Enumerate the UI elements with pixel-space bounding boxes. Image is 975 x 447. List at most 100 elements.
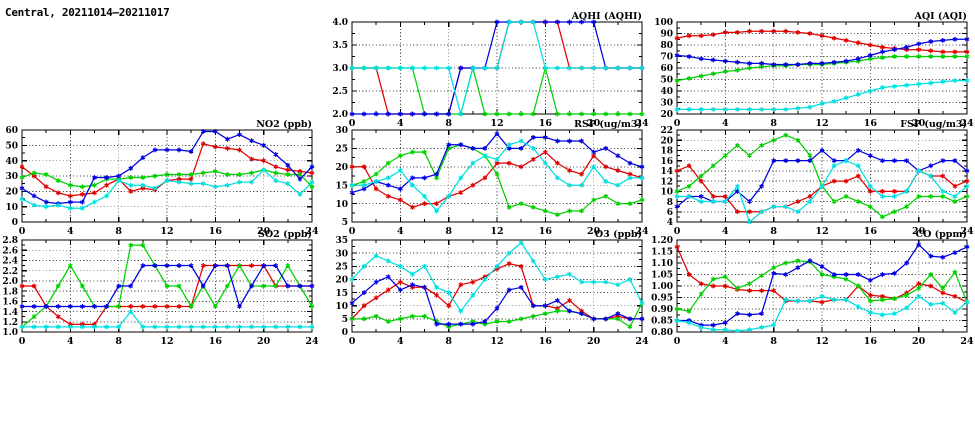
x-axis-tick-label: 8	[770, 226, 777, 237]
x-axis-tick-label: 4	[397, 226, 404, 237]
chart-panel-no2: 0 10 20 30 40 50 60 0 4 8 12 16 20 24 NO2 (ppb)	[0, 116, 332, 246]
y-axis-tick-label: 15	[335, 181, 348, 191]
x-axis-tick-label: 0	[674, 226, 681, 237]
x-axis-tick-label: 4	[397, 118, 404, 129]
x-axis-tick-label: 12	[490, 336, 503, 347]
x-axis-tick-label: 4	[722, 226, 729, 237]
series-day2	[674, 54, 970, 84]
x-axis-tick-label: 20	[912, 118, 926, 129]
series-day4	[19, 167, 315, 211]
series-day3	[19, 129, 315, 206]
x-axis-tick-label: 24	[635, 226, 649, 237]
y-axis-tick-label: 2.0	[2, 277, 18, 287]
y-axis-tick-label: 1.05	[651, 271, 673, 281]
x-axis-tick-label: 0	[349, 336, 356, 347]
x-axis-tick-label: 0	[19, 336, 26, 347]
y-axis-tick-label: 1.00	[651, 282, 673, 292]
x-axis-tick-label: 16	[539, 226, 553, 237]
x-axis-tick-label: 12	[490, 118, 503, 129]
y-axis-tick-label: 1.8	[2, 287, 18, 297]
y-axis-tick-label: 2.6	[2, 246, 18, 256]
y-axis-tick-label: 35	[335, 236, 348, 246]
panel-title-aqi: AQI (AQI)	[914, 11, 967, 22]
x-axis-tick-label: 0	[674, 118, 681, 129]
x-axis-tick-label: 16	[539, 336, 553, 347]
y-axis-tick-label: 30	[335, 126, 348, 136]
x-axis-tick-label: 8	[445, 336, 452, 347]
y-axis-tick-label: 1.0	[2, 328, 18, 338]
y-axis-tick-label: 4.0	[332, 18, 348, 28]
y-axis-tick-label: 5	[342, 218, 348, 228]
y-axis-tick-label: 4	[667, 218, 673, 228]
y-axis-tick-label: 20	[335, 276, 348, 286]
panel-title-o3: O3 (ppb)	[595, 229, 642, 240]
x-axis-tick-label: 4	[722, 336, 729, 347]
y-axis-tick-label: 1.10	[651, 259, 673, 269]
y-axis-tick-label: 10	[660, 188, 673, 198]
y-axis-tick-label: 25	[335, 145, 348, 155]
x-axis-tick-label: 24	[635, 336, 649, 347]
y-axis-tick-label: 15	[335, 289, 348, 299]
series-day4	[674, 293, 970, 334]
x-axis-tick-label: 20	[587, 336, 601, 347]
y-axis-tick-label: 20	[660, 110, 673, 120]
x-axis-tick-label: 16	[864, 226, 878, 237]
panel-title-fsp: FSP (ug/m3)	[900, 119, 967, 130]
x-axis-tick-label: 16	[209, 226, 223, 237]
y-axis-tick-label: 90	[660, 30, 673, 40]
y-axis-tick-label: 20	[660, 136, 673, 146]
y-axis-tick-label: 70	[660, 53, 673, 63]
x-axis-tick-label: 12	[815, 118, 828, 129]
x-axis-tick-label: 0	[349, 226, 356, 237]
page-title: Central, 20211014—20211017	[5, 6, 170, 19]
y-axis-tick-label: 1.15	[651, 248, 673, 258]
x-axis-tick-label: 12	[160, 336, 173, 347]
y-axis-tick-label: 22	[660, 126, 673, 136]
y-axis-tick-label: 2.0	[332, 110, 348, 120]
chart-panel-fsp: 4 6 8 10 12 14 16 18 20 22 0 4 8 12 16 20 24 FSP (ug/m3)	[637, 116, 975, 246]
panel-title-aqhi: AQHI (AQHI)	[571, 11, 642, 22]
y-axis-tick-label: 30	[5, 172, 18, 182]
x-axis-tick-label: 20	[912, 336, 926, 347]
y-axis-tick-label: 80	[660, 41, 673, 51]
y-axis-tick-label: 0	[342, 328, 348, 338]
x-axis-tick-label: 24	[960, 336, 974, 347]
x-axis-tick-label: 16	[864, 118, 878, 129]
series-day3	[19, 263, 315, 309]
x-axis-tick-label: 12	[490, 226, 503, 237]
series-day4	[349, 19, 645, 117]
x-axis-tick-label: 8	[445, 118, 452, 129]
y-axis-tick-label: 10	[335, 200, 348, 210]
x-axis-tick-label: 16	[209, 336, 223, 347]
y-axis-tick-label: 1.6	[2, 298, 18, 308]
chart-panel-o3: 0 5 10 15 20 25 30 35 0 4 8 12 16 20 24 O3 (ppb)	[312, 226, 662, 356]
x-axis-tick-label: 24	[305, 336, 319, 347]
x-axis-tick-label: 16	[539, 118, 553, 129]
y-axis-tick-label: 0.85	[651, 317, 673, 327]
x-axis-tick-label: 8	[115, 226, 122, 237]
panel-title-no2: NO2 (ppb)	[256, 119, 312, 130]
x-axis-tick-label: 8	[115, 336, 122, 347]
y-axis-tick-label: 1.4	[2, 308, 18, 318]
series-day4	[349, 240, 645, 314]
x-axis-tick-label: 12	[815, 226, 828, 237]
x-axis-tick-label: 24	[960, 118, 974, 129]
y-axis-tick-label: 30	[335, 249, 348, 259]
chart-panel-co: 0.80 0.85 0.90 0.95 1.00 1.05 1.10 1.15 1.20 0 4 8 1…	[637, 226, 975, 356]
x-axis-tick-label: 4	[67, 226, 74, 237]
series-day4	[349, 138, 645, 214]
x-axis-tick-label: 0	[19, 226, 26, 237]
y-axis-tick-label: 10	[5, 203, 18, 213]
y-axis-tick-label: 50	[660, 76, 673, 86]
x-axis-tick-label: 20	[257, 336, 271, 347]
y-axis-tick-label: 3.5	[332, 41, 348, 51]
series-day4	[674, 158, 970, 225]
x-axis-tick-label: 12	[160, 226, 173, 237]
y-axis-tick-label: 20	[5, 188, 18, 198]
y-axis-tick-label: 0	[12, 218, 18, 228]
x-axis-tick-label: 8	[770, 118, 777, 129]
y-axis-tick-label: 30	[660, 99, 673, 109]
panel-title-so2: SO2 (ppb)	[258, 229, 312, 240]
y-axis-tick-label: 2.4	[2, 257, 18, 267]
x-axis-tick-label: 4	[722, 118, 729, 129]
